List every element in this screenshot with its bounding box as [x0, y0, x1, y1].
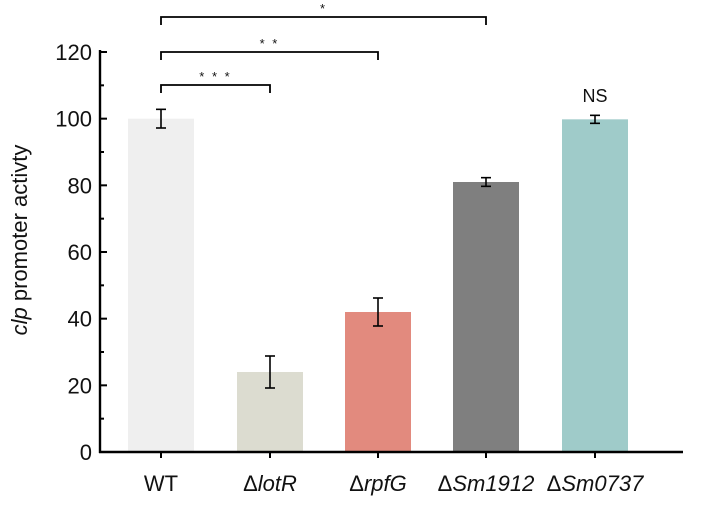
delta-prefix: Δ [243, 471, 258, 496]
y-tick-label: 40 [68, 307, 92, 332]
bar-rpfg [345, 312, 411, 452]
x-tick-label-rpfg: ΔrpfG [349, 471, 407, 496]
y-tick-label: 100 [55, 107, 92, 132]
y-tick-label: 120 [55, 40, 92, 65]
y-tick-label: 20 [68, 373, 92, 398]
significance-label-rpfg: * * [260, 36, 280, 51]
annotation-sm0737: NS [582, 86, 607, 106]
significance-label-lotr: * * * [199, 69, 231, 84]
bars-group [128, 118, 628, 453]
significance-group: * * * * * * NS [160, 1, 608, 106]
x-labels-group: WT ΔlotR ΔrpfG ΔSm1912 ΔSm0737 [144, 471, 644, 496]
y-axis-label: clp promoter activty [7, 145, 32, 336]
category-name: rpfG [364, 471, 407, 496]
x-tick-label-sm1912: ΔSm1912 [438, 471, 535, 496]
x-tick-label-lotr: ΔlotR [243, 471, 297, 496]
delta-prefix: Δ [547, 471, 562, 496]
bar-sm0737 [562, 119, 628, 452]
category-name: Sm1912 [452, 471, 534, 496]
y-axis-label-italic: clp [7, 307, 32, 335]
delta-prefix: Δ [438, 471, 453, 496]
y-tick-label: 80 [68, 173, 92, 198]
significance-bracket-lotr [160, 84, 271, 93]
bar-sm1912 [453, 182, 519, 452]
category-name: lotR [258, 471, 297, 496]
delta-prefix: Δ [349, 471, 364, 496]
x-tick-label-wt: WT [144, 471, 178, 496]
category-name: Sm0737 [561, 471, 644, 496]
significance-label-sm1912: * [320, 1, 327, 16]
significance-bracket-sm1912 [160, 16, 487, 25]
bar-wt [128, 118, 194, 453]
y-tick-label: 60 [68, 240, 92, 265]
y-tick-label: 0 [80, 440, 92, 465]
x-tick-label-sm0737: ΔSm0737 [547, 471, 644, 496]
y-axis-label-rest: promoter activty [7, 145, 32, 308]
significance-bracket-rpfg [160, 51, 379, 60]
error-bars-group [156, 108, 600, 389]
y-ticks-group: 0 20 40 60 80 100 120 [55, 40, 107, 465]
